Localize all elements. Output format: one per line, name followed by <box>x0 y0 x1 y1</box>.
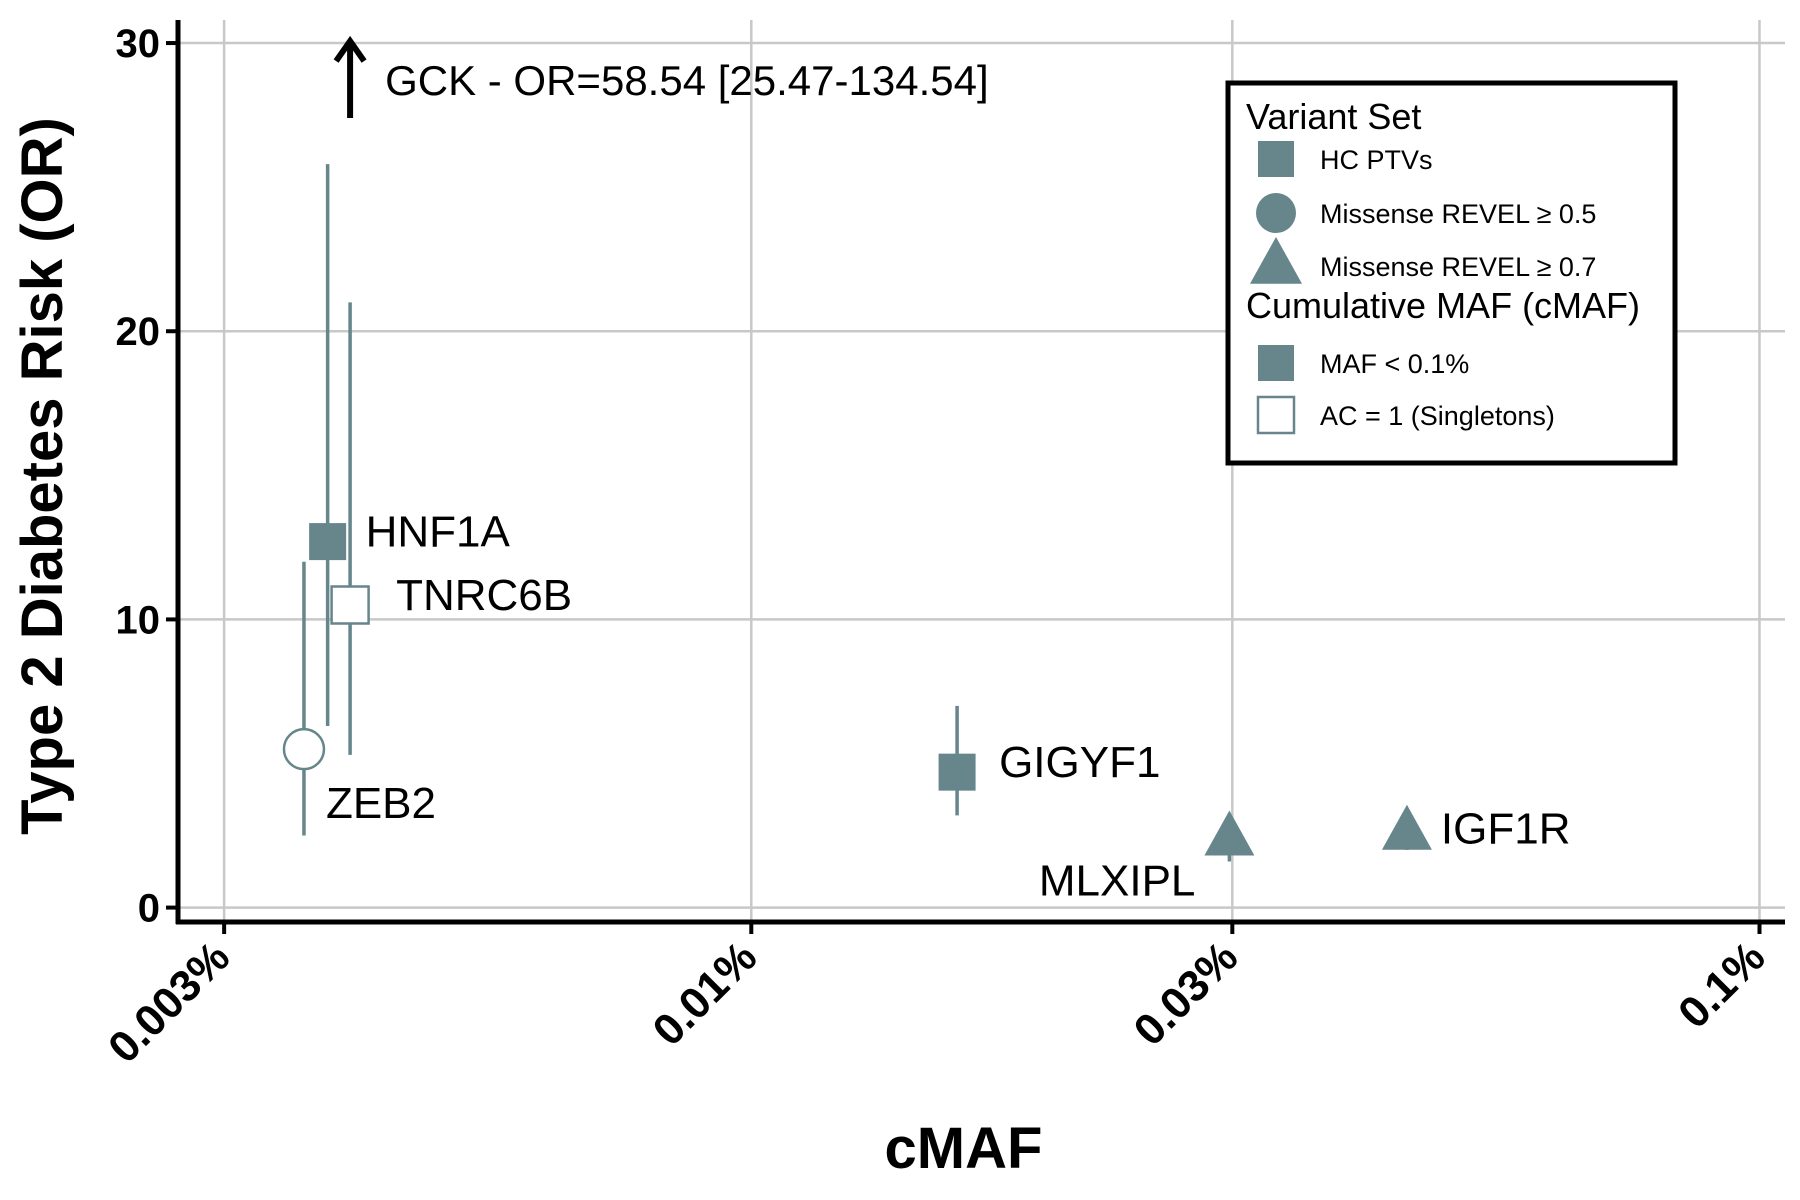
legend-marker <box>1250 236 1302 284</box>
legend-title-variant-set: Variant Set <box>1246 96 1421 137</box>
x-tick-label: 0.03% <box>1125 932 1248 1055</box>
y-tick-label: 10 <box>116 598 161 642</box>
x-tick-label: 0.01% <box>643 932 766 1055</box>
legend-marker <box>1256 193 1296 233</box>
legend-item-label: Missense REVEL ≥ 0.7 <box>1320 252 1596 282</box>
x-axis-title: cMAF <box>885 1116 1043 1181</box>
y-axis-title: Type 2 Diabetes Risk (OR) <box>10 117 75 835</box>
y-tick-label: 0 <box>138 887 160 931</box>
legend-title-cmaf: Cumulative MAF (cMAF) <box>1246 285 1640 326</box>
y-tick-label: 30 <box>116 22 161 66</box>
legend-marker <box>1258 141 1294 177</box>
x-tick-label: 0.003% <box>99 932 239 1072</box>
legend-item-label: Missense REVEL ≥ 0.5 <box>1320 199 1596 229</box>
point-marker <box>1204 810 1255 856</box>
point-marker <box>330 585 370 625</box>
point-marker <box>309 523 347 561</box>
legend-box <box>1225 80 1678 466</box>
point-label: MLXIPL <box>1039 856 1196 905</box>
point-marker <box>938 753 976 791</box>
point-label: GIGYF1 <box>999 738 1160 787</box>
legend-item-label: AC = 1 (Singletons) <box>1320 401 1555 431</box>
point-marker <box>1381 804 1432 850</box>
point-label: ZEB2 <box>326 779 436 828</box>
annotation: GCK - OR=58.54 [25.47-134.54] <box>333 35 989 119</box>
legend-item-label: MAF < 0.1% <box>1320 349 1469 379</box>
legend-marker <box>1256 395 1296 435</box>
annotation-text: GCK - OR=58.54 [25.47-134.54] <box>385 57 989 104</box>
point-marker <box>282 727 326 771</box>
legend-item-label: HC PTVs <box>1320 145 1433 175</box>
legend-marker <box>1258 345 1294 381</box>
x-tick-label: 0.1% <box>1669 932 1775 1038</box>
data-points: HNF1A TNRC6B ZEB2 GIGYF1 MLXIPL IGF1R <box>282 164 1571 905</box>
point-label: IGF1R <box>1441 805 1571 854</box>
annotation-arrow-head <box>333 35 367 63</box>
point-label: HNF1A <box>366 508 511 557</box>
point-label: TNRC6B <box>396 571 572 620</box>
legend: Variant Set HC PTVs Missense REVEL ≥ 0.5 Mi… <box>1225 80 1678 466</box>
y-tick-label: 20 <box>116 310 161 354</box>
